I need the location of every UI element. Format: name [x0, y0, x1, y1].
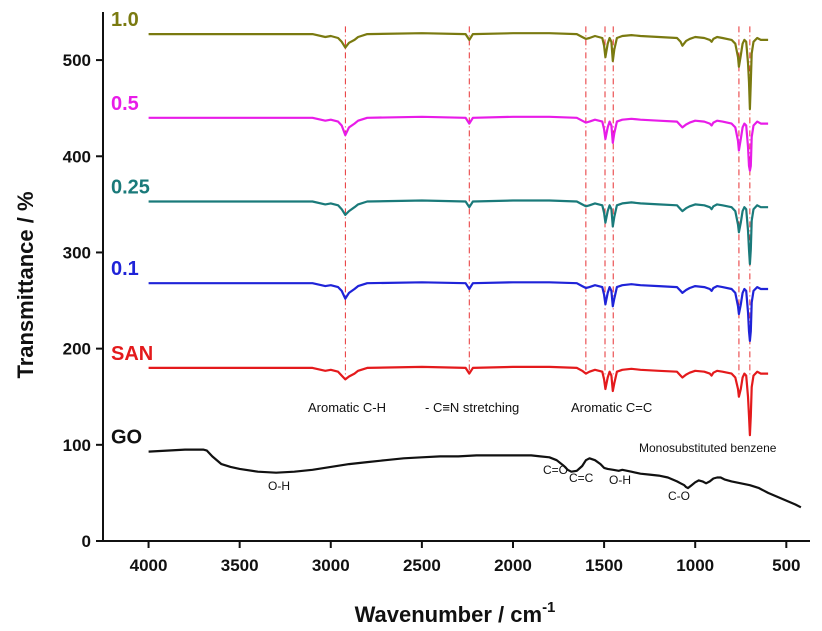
x-tick-label: 2500 — [403, 556, 441, 575]
annotation-go-oh-2: O-H — [609, 473, 631, 487]
series-line — [148, 448, 802, 509]
series-label: 0.25 — [111, 177, 150, 199]
series-line — [148, 365, 769, 437]
x-tick-label: 1000 — [676, 556, 714, 575]
axes — [102, 12, 810, 542]
annotations: Aromatic C-H - C≡N stretching Aromatic C… — [268, 400, 777, 503]
series-label: 1.0 — [111, 9, 139, 31]
y-ticks: 0 100 200 300 400 500 — [63, 51, 103, 551]
series-line — [148, 281, 769, 342]
x-tick-label: 1500 — [585, 556, 623, 575]
annotation-go-oh-1: O-H — [268, 479, 290, 493]
series-label: 0.1 — [111, 258, 139, 280]
annotation-go-co: C-O — [668, 489, 690, 503]
y-tick-label: 400 — [63, 147, 91, 166]
series-labels: GO SAN 0.1 0.25 0.5 1.0 — [111, 9, 153, 449]
x-axis-title: Wavenumber / cm-1 — [355, 599, 556, 627]
series-line — [148, 32, 769, 111]
series-line — [148, 115, 769, 172]
series-label: GO — [111, 427, 142, 449]
x-tick-label: 2000 — [494, 556, 532, 575]
y-tick-label: 100 — [63, 436, 91, 455]
annotation-monosubstituted: Monosubstituted benzene — [639, 441, 777, 455]
x-tick-label: 3000 — [312, 556, 350, 575]
x-tick-label: 500 — [772, 556, 800, 575]
annotation-go-cc-double: C=C — [569, 471, 594, 485]
annotation-cn-stretching: - C≡N stretching — [425, 400, 519, 415]
y-tick-label: 0 — [82, 532, 91, 551]
y-tick-label: 300 — [63, 243, 91, 262]
x-tick-label: 4000 — [130, 556, 168, 575]
x-tick-label: 3500 — [221, 556, 259, 575]
annotation-aromatic-cc: Aromatic C=C — [571, 400, 652, 415]
annotation-go-co-double: C=O — [543, 463, 568, 477]
series-layer — [148, 32, 802, 509]
x-axis-title-text: Wavenumber / cm — [355, 602, 542, 627]
x-ticks: 4000 3500 3000 2500 2000 1500 1000 500 — [130, 541, 800, 575]
series-label: 0.5 — [111, 93, 139, 115]
annotation-aromatic-ch: Aromatic C-H — [308, 400, 386, 415]
series-label: SAN — [111, 343, 153, 365]
y-axis-title: Transmittance / % — [13, 191, 38, 378]
x-axis-title-sup: -1 — [542, 599, 555, 616]
series-line — [148, 199, 769, 266]
y-tick-label: 500 — [63, 51, 91, 70]
y-tick-label: 200 — [63, 340, 91, 359]
